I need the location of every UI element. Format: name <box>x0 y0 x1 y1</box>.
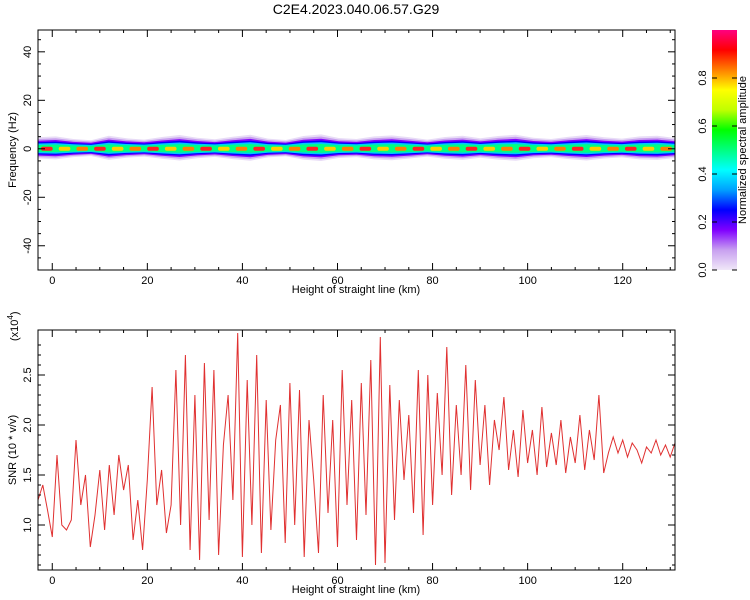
spectrogram-x-tick-label: 60 <box>331 275 343 287</box>
spectrogram-x-tick-label: 20 <box>141 275 153 287</box>
colorbar-tick-label: 0.6 <box>697 118 709 133</box>
colorbar-label: Normalized spectral amplitude <box>737 76 749 224</box>
spectrogram-core-segment <box>447 146 460 151</box>
spectrogram-core-segment <box>271 146 283 151</box>
snr-y-tick-label: 2.5 <box>22 367 34 382</box>
spectrogram-y-tick-label: -40 <box>22 238 34 254</box>
spectrogram-frame <box>37 29 676 271</box>
snr-x-tick-label: 120 <box>614 575 632 587</box>
snr-x-tick-label: 20 <box>141 575 153 587</box>
spectrogram-core-segment <box>182 146 195 151</box>
spectrogram-panel: 0 20 40 60 80 100 120 -40 -20 0 20 40 Height of st… <box>7 29 676 296</box>
spectrogram-core-segment <box>200 146 212 151</box>
spectrogram-core-segment <box>430 146 442 151</box>
spectrogram-core-segment <box>536 146 549 151</box>
spectrogram-y-axis: -40 -20 0 20 40 <box>22 39 675 259</box>
spectrogram-core-segment <box>235 146 248 151</box>
colorbar-tick-label: 0.0 <box>697 262 709 277</box>
snr-panel: 0 20 40 60 80 100 120 1.0 1.5 2.0 2.5 Height of s… <box>6 311 676 596</box>
snr-scale-label: (x104) <box>6 311 21 341</box>
spectrogram-core-segment <box>217 146 230 151</box>
snr-x-label: Height of straight line (km) <box>292 584 420 596</box>
spectrogram-core-segment <box>253 146 266 151</box>
spectrogram-core-segment <box>589 146 602 151</box>
spectrogram-core-segment <box>306 146 319 151</box>
snr-x-tick-label: 60 <box>331 575 343 587</box>
spectrogram-x-axis: 0 20 40 60 80 100 120 <box>49 30 671 287</box>
spectrogram-x-tick-label: 0 <box>49 275 55 287</box>
colorbar-tick-label: 0.2 <box>697 214 709 229</box>
spectrogram-core-segment <box>164 146 177 151</box>
spectrogram-core-segment <box>501 146 513 151</box>
snr-x-axis: 0 20 40 60 80 100 120 <box>49 330 671 587</box>
snr-y-axis: 1.0 1.5 2.0 2.5 <box>22 344 675 566</box>
snr-y-tick-label: 2.0 <box>22 417 34 432</box>
spectrogram-core-segment <box>518 146 531 151</box>
snr-x-tick-label: 0 <box>49 575 55 587</box>
spectrogram-core-segment <box>554 146 566 151</box>
spectrogram-core-segment <box>111 146 124 151</box>
spectrogram-core-segment <box>324 146 336 151</box>
spectrogram-core-segment <box>483 146 496 151</box>
colorbar-tick-label: 0.8 <box>697 70 709 85</box>
spectrogram-core-segment <box>607 146 619 151</box>
snr-x-tick-label: 80 <box>426 575 438 587</box>
spectrogram-core-segment <box>660 146 672 151</box>
snr-y-label: SNR (10 * v/v) <box>7 415 19 485</box>
snr-y-tick-label: 1.5 <box>22 467 34 482</box>
spectrogram-core-segment <box>94 146 106 151</box>
spectrogram-core-segment <box>129 146 142 151</box>
snr-series-line <box>38 332 675 566</box>
spectrogram-band <box>38 134 675 161</box>
colorbar-tick-label: 0.4 <box>697 166 709 181</box>
spectrogram-y-tick-label: 20 <box>22 94 34 106</box>
spectrogram-y-tick-label: -20 <box>22 189 34 205</box>
spectrogram-core-segment <box>412 146 425 151</box>
colorbar-axis: 0.0 0.2 0.4 0.6 0.8 <box>697 70 737 278</box>
spectrogram-core-segment <box>76 146 89 151</box>
spectrogram-band-layer <box>38 144 675 153</box>
spectrogram-core-segment <box>465 146 478 151</box>
spectrogram-core-segment <box>58 146 71 151</box>
spectrogram-core-segment <box>394 146 407 151</box>
spectrogram-x-tick-label: 100 <box>518 275 536 287</box>
spectrogram-core-segment <box>288 146 301 151</box>
spectrogram-core-segment <box>41 146 53 151</box>
snr-y-tick-label: 1.0 <box>22 517 34 532</box>
spectrogram-y-tick-label: 0 <box>22 146 34 152</box>
spectrogram-x-label: Height of straight line (km) <box>292 284 420 296</box>
spectrogram-x-tick-label: 40 <box>236 275 248 287</box>
spectrogram-core-segment <box>377 146 389 151</box>
spectrogram-x-tick-label: 80 <box>426 275 438 287</box>
spectrogram-core-segment <box>624 146 637 151</box>
figure-title: C2E4.2023.040.06.57.G29 <box>273 1 440 17</box>
snr-frame <box>37 329 676 571</box>
spectrogram-x-tick-label: 120 <box>614 275 632 287</box>
spectrogram-y-label: Frequency (Hz) <box>7 112 19 188</box>
spectrogram-core-segment <box>642 146 655 151</box>
colorbar-gradient <box>712 30 737 270</box>
colorbar: 0.0 0.2 0.4 0.6 0.8 Normalized spectral ampl… <box>697 30 749 278</box>
snr-x-tick-label: 40 <box>236 575 248 587</box>
snr-x-tick-label: 100 <box>518 575 536 587</box>
spectrogram-core-segment <box>571 146 584 151</box>
spectrogram-core-segment <box>341 146 354 151</box>
spectrogram-y-tick-label: 40 <box>22 46 34 58</box>
spectrogram-core-segment <box>147 146 159 151</box>
spectrogram-core-segment <box>359 146 372 151</box>
